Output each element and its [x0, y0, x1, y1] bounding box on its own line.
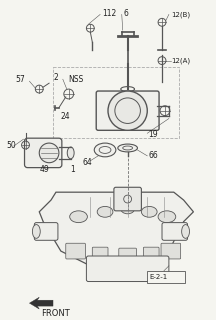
Text: 1: 1 [71, 165, 75, 174]
Circle shape [39, 143, 59, 163]
Ellipse shape [67, 147, 74, 159]
Ellipse shape [97, 206, 113, 217]
Polygon shape [29, 297, 53, 309]
FancyBboxPatch shape [162, 223, 187, 240]
Bar [53, 68, 179, 138]
Text: 2: 2 [53, 73, 58, 82]
Text: 66: 66 [148, 151, 158, 160]
FancyBboxPatch shape [114, 187, 141, 211]
FancyBboxPatch shape [34, 223, 58, 240]
FancyBboxPatch shape [96, 91, 159, 130]
Text: NSS: NSS [69, 75, 84, 84]
Text: 12(A): 12(A) [171, 57, 190, 64]
Text: 112: 112 [102, 9, 116, 18]
Text: 49: 49 [39, 165, 49, 174]
FancyBboxPatch shape [92, 247, 108, 261]
Ellipse shape [94, 143, 116, 157]
Text: 24: 24 [61, 112, 70, 121]
FancyBboxPatch shape [119, 248, 137, 264]
FancyBboxPatch shape [86, 256, 169, 282]
Ellipse shape [158, 211, 176, 223]
Text: 12(B): 12(B) [171, 11, 190, 18]
FancyBboxPatch shape [143, 247, 159, 261]
Text: 57: 57 [16, 75, 25, 84]
FancyBboxPatch shape [25, 138, 62, 168]
Ellipse shape [141, 206, 157, 217]
FancyBboxPatch shape [161, 243, 181, 259]
Ellipse shape [70, 211, 87, 223]
Ellipse shape [121, 204, 135, 214]
Ellipse shape [182, 225, 189, 238]
Text: 6: 6 [124, 9, 129, 18]
Text: 64: 64 [83, 158, 92, 167]
Text: 50: 50 [6, 140, 16, 149]
FancyBboxPatch shape [66, 243, 85, 259]
Polygon shape [39, 192, 194, 281]
Ellipse shape [118, 144, 137, 152]
Circle shape [108, 91, 147, 130]
Bar [147, 271, 185, 283]
Ellipse shape [32, 225, 40, 238]
Text: 19: 19 [148, 130, 158, 139]
Text: E-2-1: E-2-1 [149, 274, 167, 280]
Text: FRONT: FRONT [41, 309, 70, 318]
